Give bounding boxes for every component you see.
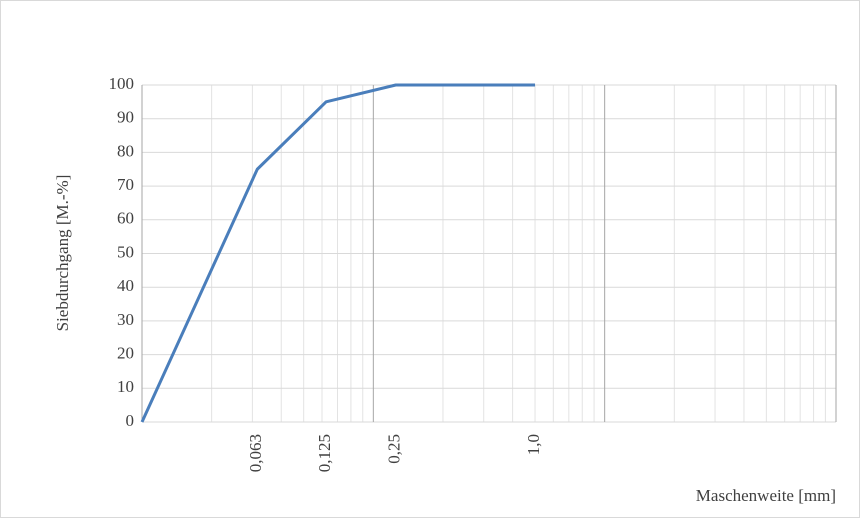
- y-tick-label: 40: [117, 276, 134, 295]
- y-tick-label: 20: [117, 344, 134, 363]
- x-tick-label: 1,0: [524, 434, 543, 455]
- y-tick-label: 60: [117, 209, 134, 228]
- y-axis-title: Siebdurchgang [M.-%]: [53, 175, 72, 332]
- y-tick-label: 30: [117, 310, 134, 329]
- y-tick-label: 100: [109, 74, 135, 93]
- y-tick-label: 80: [117, 141, 134, 160]
- y-tick-label: 50: [117, 242, 134, 261]
- x-axis-title: Maschenweite [mm]: [696, 486, 836, 505]
- y-tick-label: 10: [117, 377, 134, 396]
- y-tick-label: 70: [117, 175, 134, 194]
- x-tick-label: 0,125: [315, 434, 334, 472]
- data-line: [140, 83, 536, 423]
- x-tick-label: 0,25: [385, 434, 404, 464]
- y-tick-label: 90: [117, 108, 134, 127]
- y-tick-label: 0: [126, 411, 135, 430]
- x-tick-label: 0,063: [246, 434, 265, 472]
